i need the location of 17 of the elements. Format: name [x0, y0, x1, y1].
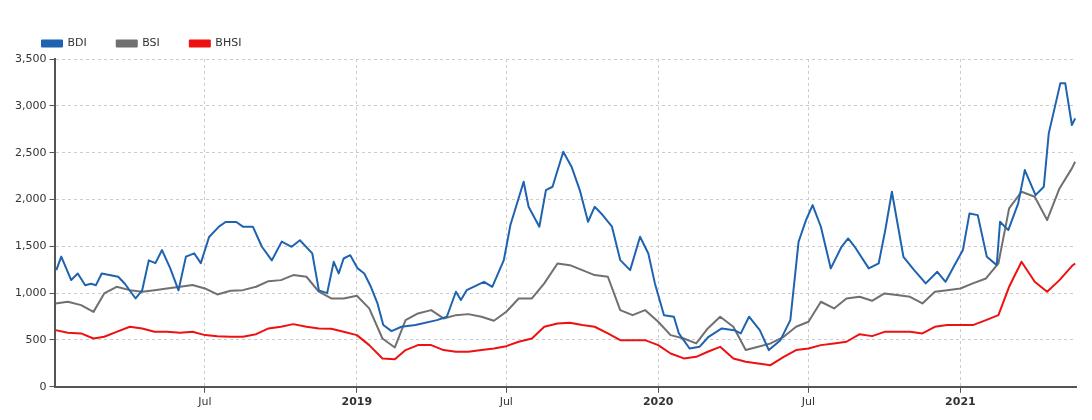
x-tick-label: 2021: [945, 395, 976, 409]
x-tick-label: Jul: [498, 395, 513, 409]
y-tick-label: 0: [39, 379, 47, 393]
y-tick-label: 1,500: [14, 239, 47, 253]
y-tick-label: 2,500: [14, 145, 47, 159]
legend-label: BHSI: [215, 36, 242, 50]
y-tick-label: 1,000: [14, 286, 47, 299]
x-tick-label: Jul: [197, 395, 212, 409]
legend-label: BSI: [142, 36, 160, 50]
y-tick-label: 3,000: [14, 98, 47, 112]
y-tick-label: 500: [25, 332, 47, 346]
x-tick-label: Jul: [800, 395, 816, 409]
x-tick-label: 2019: [341, 395, 373, 409]
y-tick-label: 3,500: [14, 51, 47, 65]
y-tick-label: 2,000: [14, 192, 47, 206]
x-tick-label: 2020: [642, 395, 674, 409]
legend-label: BDI: [67, 36, 87, 50]
